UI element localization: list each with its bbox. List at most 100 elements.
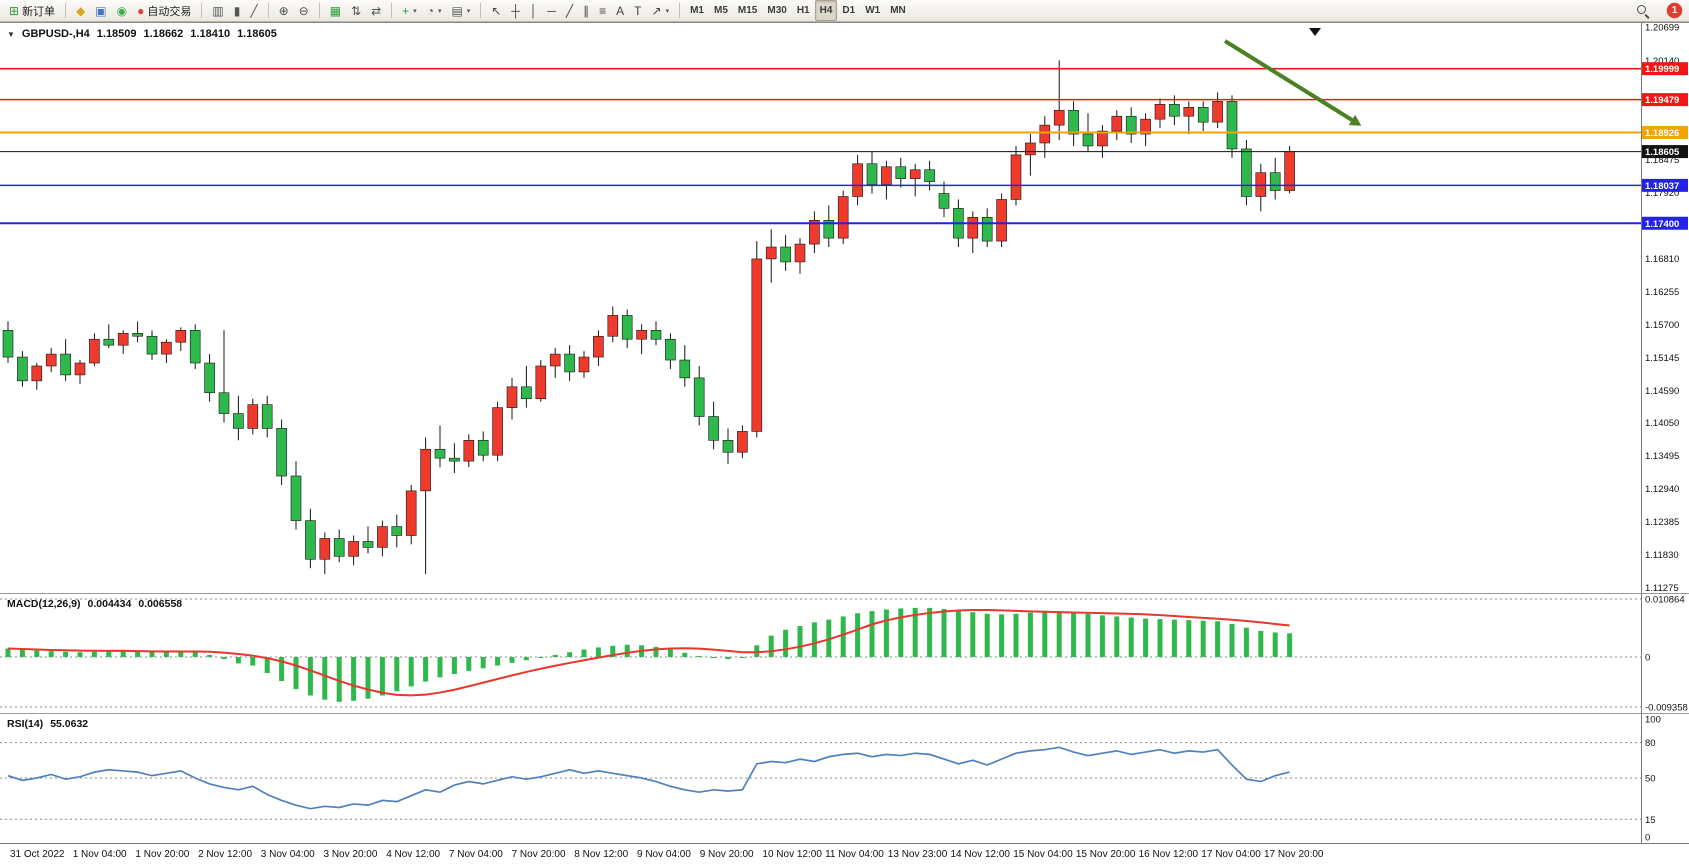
crosshair-tool[interactable]: ┼	[506, 0, 525, 21]
templates-button[interactable]: ▤ ▾	[446, 0, 475, 21]
bullish-candle[interactable]	[319, 538, 331, 560]
bearish-candle[interactable]	[17, 356, 28, 382]
trendline-tool[interactable]: ╱	[561, 0, 578, 21]
community-icon[interactable]: ◉	[112, 0, 132, 21]
bearish-candle[interactable]	[621, 315, 633, 340]
bullish-candle[interactable]	[607, 315, 619, 337]
bullish-candle[interactable]	[636, 330, 647, 340]
bullish-candle[interactable]	[45, 353, 57, 367]
new-order-button[interactable]: ⊞ 新订单	[4, 0, 60, 21]
profile-icon[interactable]: ▣	[90, 0, 111, 21]
line-chart-button[interactable]: ╱	[245, 0, 262, 21]
bullish-candle[interactable]	[737, 431, 748, 453]
bullish-candle[interactable]	[31, 365, 43, 382]
bullish-candle[interactable]	[348, 541, 359, 557]
bearish-candle[interactable]	[1125, 115, 1137, 135]
bearish-candle[interactable]	[189, 330, 201, 364]
bullish-candle[interactable]	[535, 365, 547, 399]
bearish-candle[interactable]	[290, 475, 302, 521]
timeframe-d1[interactable]: D1	[837, 0, 860, 21]
bearish-candle[interactable]	[1082, 133, 1094, 147]
bullish-candle[interactable]	[1010, 154, 1022, 200]
add-indicator-button[interactable]: + ▾	[397, 0, 422, 21]
bar-chart-button[interactable]: ▥	[207, 0, 228, 21]
bullish-candle[interactable]	[247, 404, 259, 429]
timeframe-w1[interactable]: W1	[860, 0, 885, 21]
bearish-candle[interactable]	[434, 448, 446, 459]
bullish-candle[interactable]	[117, 332, 129, 346]
timeframe-m1[interactable]: M1	[685, 0, 709, 21]
symbol-collapse-icon[interactable]: ▼	[7, 29, 15, 39]
bullish-candle[interactable]	[463, 440, 475, 462]
bullish-candle[interactable]	[593, 335, 604, 358]
bullish-candle[interactable]	[909, 169, 921, 179]
bearish-candle[interactable]	[521, 386, 532, 399]
bullish-candle[interactable]	[852, 163, 863, 197]
bearish-candle[interactable]	[333, 538, 345, 557]
bullish-candle[interactable]	[161, 341, 172, 355]
indicators-list-button[interactable]: ⇅	[346, 0, 366, 21]
bullish-candle[interactable]	[1097, 130, 1108, 147]
bullish-candle[interactable]	[492, 407, 503, 456]
bullish-candle[interactable]	[1025, 142, 1036, 156]
bearish-candle[interactable]	[938, 193, 950, 209]
timeframe-mn[interactable]: MN	[885, 0, 911, 21]
objects-list-button[interactable]: ⇄	[366, 0, 386, 21]
bearish-candle[interactable]	[693, 377, 705, 417]
chart-canvas[interactable]: 1.20699 1.20140 1.18475 1.17920 1.16810 1.162…	[0, 23, 1689, 864]
timeframe-m15[interactable]: M15	[733, 0, 762, 21]
bearish-candle[interactable]	[1269, 172, 1281, 191]
fibonacci-tool[interactable]: ≡	[594, 0, 611, 21]
bearish-candle[interactable]	[449, 457, 460, 462]
timeframe-h4[interactable]: H4	[814, 0, 838, 21]
bearish-candle[interactable]	[477, 440, 489, 456]
bearish-candle[interactable]	[60, 353, 71, 376]
bullish-candle[interactable]	[506, 386, 518, 408]
bearish-candle[interactable]	[866, 163, 878, 185]
label-tool[interactable]: T	[629, 0, 646, 21]
bullish-candle[interactable]	[837, 196, 849, 239]
channel-tool[interactable]: ∥	[578, 0, 594, 21]
bearish-candle[interactable]	[362, 541, 374, 548]
bullish-candle[interactable]	[794, 243, 806, 263]
arrows-tool[interactable]: ↗ ▾	[647, 0, 675, 21]
bullish-candle[interactable]	[765, 246, 777, 260]
bearish-candle[interactable]	[132, 332, 143, 337]
bullish-candle[interactable]	[1111, 115, 1123, 132]
bullish-candle[interactable]	[751, 258, 763, 432]
bullish-candle[interactable]	[881, 166, 892, 185]
bearish-candle[interactable]	[650, 330, 662, 340]
timeframe-m5[interactable]: M5	[709, 0, 733, 21]
bullish-candle[interactable]	[549, 353, 561, 367]
trend-arrow-annotation[interactable]	[1223, 39, 1354, 122]
zoom-out-button[interactable]: ⊖	[294, 0, 314, 21]
periods-button[interactable]: ◔ ▾	[422, 0, 447, 21]
notifications-badge[interactable]: 1	[1667, 3, 1682, 18]
bearish-candle[interactable]	[564, 353, 575, 373]
bearish-candle[interactable]	[261, 404, 273, 429]
candlestick-chart-button[interactable]: ▮	[229, 0, 246, 21]
bullish-candle[interactable]	[967, 217, 979, 239]
bearish-candle[interactable]	[1197, 106, 1209, 123]
bearish-candle[interactable]	[708, 416, 719, 441]
bearish-candle[interactable]	[823, 219, 835, 239]
bearish-candle[interactable]	[1169, 104, 1180, 117]
bearish-candle[interactable]	[391, 526, 403, 536]
bearish-candle[interactable]	[981, 217, 993, 242]
bullish-candle[interactable]	[89, 338, 100, 364]
horizontal-line-tool[interactable]: ─	[542, 0, 561, 21]
bearish-candle[interactable]	[204, 362, 215, 394]
bearish-candle[interactable]	[665, 338, 676, 361]
bullish-candle[interactable]	[1212, 101, 1223, 123]
timeframe-m30[interactable]: M30	[762, 0, 791, 21]
bullish-candle[interactable]	[1154, 104, 1166, 120]
bearish-candle[interactable]	[218, 392, 230, 414]
bearish-candle[interactable]	[722, 440, 734, 453]
bullish-candle[interactable]	[377, 526, 388, 548]
bullish-candle[interactable]	[996, 199, 1007, 242]
bearish-candle[interactable]	[1068, 109, 1079, 135]
bearish-candle[interactable]	[305, 520, 316, 560]
bullish-candle[interactable]	[74, 362, 86, 376]
bearish-candle[interactable]	[679, 359, 691, 379]
bearish-candle[interactable]	[1241, 148, 1252, 197]
